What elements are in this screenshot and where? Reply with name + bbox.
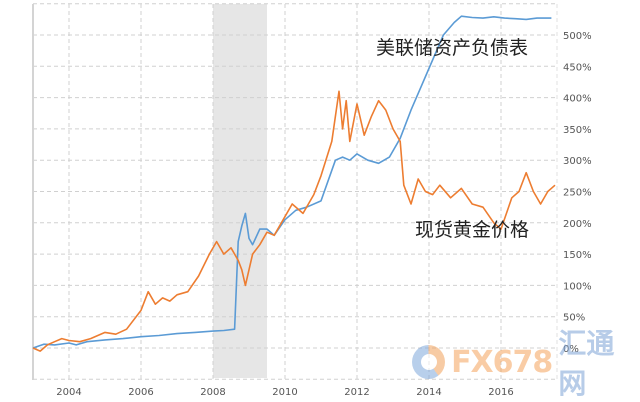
x-tick-label: 2004 bbox=[56, 387, 81, 398]
annotation-gold-price: 现货黄金价格 bbox=[415, 219, 529, 241]
annotation-fed-balance-sheet: 美联储资产负债表 bbox=[376, 37, 528, 59]
y-tick-label: 500% bbox=[563, 31, 592, 42]
y-tick-label: 400% bbox=[563, 94, 592, 105]
x-tick-label: 2006 bbox=[128, 387, 153, 398]
y-tick-label: 50% bbox=[563, 313, 585, 324]
x-tick-label: 2010 bbox=[272, 387, 297, 398]
x-tick-label: 2016 bbox=[488, 387, 513, 398]
y-tick-label: 0% bbox=[563, 344, 579, 355]
y-tick-label: 450% bbox=[563, 62, 592, 73]
y-tick-label: 150% bbox=[563, 250, 592, 261]
y-tick-label: 300% bbox=[563, 156, 592, 167]
x-tick-label: 2014 bbox=[416, 387, 441, 398]
y-tick-label: 250% bbox=[563, 188, 592, 199]
y-tick-label: 100% bbox=[563, 281, 592, 292]
y-tick-label: 350% bbox=[563, 125, 592, 136]
gold-price-line bbox=[32, 90, 556, 352]
x-tick-label: 2012 bbox=[344, 387, 369, 398]
grid bbox=[33, 3, 558, 380]
y-tick-label: 200% bbox=[563, 219, 592, 230]
x-tick-label: 2008 bbox=[200, 387, 225, 398]
y-tick-labels: 0% 50% 100% 150% 200% 250% 300% 350% 400% 450% 500… bbox=[563, 31, 592, 355]
x-tick-labels: 2004 2006 2008 2010 2012 2014 2016 bbox=[56, 387, 513, 398]
fed-balance-sheet-line bbox=[32, 15, 552, 349]
